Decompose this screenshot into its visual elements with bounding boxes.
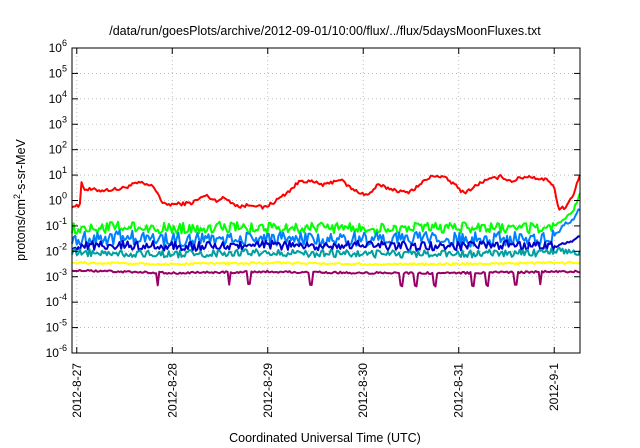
series-line-4 — [71, 246, 581, 259]
y-tick-exponent: 0 — [62, 191, 67, 201]
y-tick-label: 104 — [49, 89, 67, 106]
x-tick-label: 2012-8-27 — [70, 363, 84, 418]
y-tick-label: 10-3 — [46, 267, 67, 284]
y-tick-base: 10 — [46, 346, 60, 360]
y-tick-base: 10 — [49, 194, 63, 208]
y-tick-label: 102 — [49, 140, 67, 157]
y-axis: 10610510410310210110010-110-210-310-410-… — [46, 38, 580, 360]
y-tick-label: 106 — [49, 38, 67, 55]
y-tick-label: 101 — [49, 165, 67, 182]
series-line-0 — [71, 174, 581, 211]
y-tick-label: 10-2 — [46, 241, 67, 258]
x-axis: 2012-8-27 2012-8-28 2012-8-29 2012-8-30 2012… — [70, 48, 561, 418]
y-tick-label: 10-1 — [46, 216, 67, 233]
y-tick-exponent: -6 — [59, 343, 67, 353]
y-axis-label-suffix: -s-sr-MeV — [14, 138, 28, 194]
x-tick-label: 2012-8-28 — [165, 363, 179, 418]
series-line-5 — [71, 260, 581, 267]
y-tick-exponent: -4 — [59, 292, 67, 302]
y-tick-label: 100 — [49, 191, 67, 208]
y-tick-base: 10 — [46, 270, 60, 284]
y-tick-exponent: -2 — [59, 241, 67, 251]
y-tick-exponent: -3 — [59, 267, 67, 277]
y-axis-label-superscript: 2 — [12, 194, 22, 199]
y-tick-exponent: 5 — [62, 63, 67, 73]
y-axis-label: protons/cm2-s-sr-MeV — [12, 138, 28, 260]
y-tick-base: 10 — [49, 41, 63, 55]
grid-lines — [72, 48, 580, 353]
x-tick-label: 2012-8-30 — [356, 363, 370, 418]
series-line-3 — [71, 235, 581, 252]
y-tick-exponent: 6 — [62, 38, 67, 48]
y-tick-exponent: -1 — [59, 216, 67, 226]
series-line-6 — [71, 268, 581, 288]
x-tick-label: 2012-8-31 — [452, 363, 466, 418]
series-layer — [71, 174, 581, 288]
y-tick-base: 10 — [46, 295, 60, 309]
x-tick-label: 2012-8-29 — [261, 363, 275, 418]
x-tick-label: 2012-9-1 — [547, 363, 561, 411]
y-tick-label: 105 — [49, 63, 67, 80]
x-axis-label: Coordinated Universal Time (UTC) — [229, 431, 421, 445]
y-tick-exponent: -5 — [59, 318, 67, 328]
series-line-1 — [71, 192, 581, 235]
y-tick-exponent: 3 — [62, 114, 67, 124]
y-tick-label: 10-4 — [46, 292, 67, 309]
y-tick-base: 10 — [49, 92, 63, 106]
y-tick-label: 10-5 — [46, 318, 67, 335]
y-axis-label-prefix: protons/cm — [14, 199, 28, 261]
y-tick-base: 10 — [49, 143, 63, 157]
y-tick-label: 10-6 — [46, 343, 67, 360]
y-tick-exponent: 2 — [62, 140, 67, 150]
y-tick-base: 10 — [46, 244, 60, 258]
y-tick-base: 10 — [46, 219, 60, 233]
y-tick-base: 10 — [49, 117, 63, 131]
y-tick-label: 103 — [49, 114, 67, 131]
y-tick-exponent: 4 — [62, 89, 67, 99]
y-tick-base: 10 — [46, 321, 60, 335]
y-tick-base: 10 — [49, 66, 63, 80]
y-tick-exponent: 1 — [62, 165, 67, 175]
chart-title: /data/run/goesPlots/archive/2012-09-01/1… — [109, 24, 541, 38]
y-tick-base: 10 — [49, 168, 63, 182]
